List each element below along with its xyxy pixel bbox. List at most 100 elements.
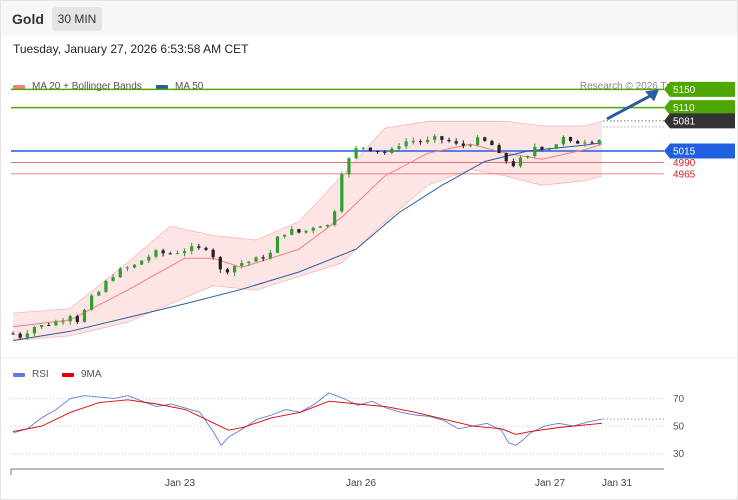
candle-body — [25, 333, 29, 338]
candle-body — [583, 142, 587, 144]
toolbar: Gold 30 MIN — [1, 1, 737, 36]
candle-body — [368, 147, 373, 152]
level-label-5150: 5150 — [673, 85, 696, 96]
x-tick-label: Jan 27 — [535, 478, 565, 489]
candle-body — [554, 144, 558, 149]
candle-body — [418, 141, 423, 143]
rsi-tick-label-30: 30 — [673, 449, 685, 460]
candle-body — [333, 211, 337, 225]
candle-body — [125, 267, 129, 269]
legend-label-9ma: 9MA — [81, 369, 102, 380]
candle-body — [590, 142, 594, 144]
timeframe-button[interactable]: 30 MIN — [52, 7, 102, 31]
candle-body — [168, 253, 172, 255]
level-label-4990: 4990 — [673, 158, 696, 169]
candle-body — [490, 140, 494, 146]
candle-body — [75, 316, 79, 323]
candle-body — [254, 257, 258, 262]
candle-body — [340, 174, 344, 212]
candle-body — [47, 324, 51, 326]
candle-body — [218, 257, 222, 270]
candle-body — [533, 146, 537, 157]
level-label-4965: 4965 — [673, 169, 696, 180]
candle-body — [68, 316, 72, 322]
candle-body — [540, 146, 544, 150]
candle-body — [182, 251, 187, 254]
candle-body — [547, 148, 551, 150]
legend-label-rsi: RSI — [32, 369, 49, 380]
legend-label-ma50: MA 50 — [175, 81, 204, 92]
candle-body — [461, 143, 465, 146]
ma20-line — [12, 143, 603, 328]
legend-swatch-9ma — [62, 372, 74, 377]
candle-body — [511, 161, 515, 167]
candle-body — [518, 157, 523, 167]
candle-body — [425, 139, 430, 143]
candle-body — [283, 234, 287, 237]
legend-swatch-ma20 — [13, 84, 25, 89]
legend-label-ma20: MA 20 + Bollinger Bands — [32, 81, 142, 92]
candle-body — [240, 263, 244, 267]
candle-body — [361, 147, 365, 149]
candle-body — [147, 256, 151, 261]
x-tick-label: Jan 31 — [602, 478, 632, 489]
candle-body — [576, 141, 580, 144]
level-tag-5110 — [664, 100, 735, 116]
legend-9ma: 9MA — [62, 369, 102, 380]
level-label-5081: 5081 — [673, 116, 696, 127]
candle-body — [118, 268, 122, 278]
candle-body — [290, 229, 294, 235]
candle-body — [90, 295, 94, 310]
rsi-tick-label-50: 50 — [673, 422, 685, 433]
legend-swatch-rsi — [13, 372, 25, 377]
x-tick-label: Jan 26 — [346, 478, 376, 489]
candle-body — [225, 269, 230, 273]
candle-body — [204, 247, 208, 250]
level-label-5110: 5110 — [673, 103, 695, 114]
candle-body — [497, 145, 501, 154]
level-tag-5081 — [664, 113, 735, 129]
candle-body — [504, 153, 508, 162]
candle-body — [526, 156, 530, 158]
candle-body — [375, 151, 380, 153]
candle-body — [154, 250, 158, 257]
legend-swatch-ma50 — [156, 84, 168, 89]
candle-body — [39, 324, 44, 327]
legend-rsi: RSI — [13, 369, 49, 380]
rsi-series-rsi — [12, 392, 603, 447]
candle-body — [190, 246, 194, 252]
candle-body — [232, 266, 237, 273]
candle-body — [404, 141, 408, 147]
datetime-label: Tuesday, January 27, 2026 6:53:58 AM CET — [13, 42, 249, 56]
candle-body — [354, 148, 358, 159]
candle-body — [132, 264, 137, 268]
candle-body — [483, 137, 487, 141]
candle-body — [383, 151, 387, 153]
level-tag-5150 — [664, 81, 735, 97]
candle-body — [11, 333, 15, 335]
candle-body — [111, 277, 115, 281]
projection-arrow-shaft — [606, 93, 654, 121]
candle-body — [411, 141, 415, 143]
candle-body — [82, 309, 87, 323]
candle-body — [54, 321, 58, 326]
candle-body — [568, 136, 573, 142]
candle-body — [104, 280, 108, 292]
candle-body — [304, 230, 308, 233]
candle-body — [390, 148, 394, 153]
candle-body — [397, 146, 401, 149]
candle-body — [561, 136, 566, 145]
legend-ma50: MA 50 — [156, 81, 203, 92]
bollinger-lower-line — [12, 168, 603, 341]
candle-body — [347, 158, 351, 175]
candle-body — [433, 136, 437, 140]
level-tag-5015 — [664, 143, 735, 159]
candle-body — [468, 145, 473, 147]
candle-body — [440, 136, 444, 140]
candle-body — [311, 227, 315, 231]
candle-body — [247, 261, 251, 264]
symbol-title: Gold — [12, 11, 44, 27]
candle-body — [18, 333, 22, 338]
rsi-tick-label-70: 70 — [673, 394, 685, 405]
